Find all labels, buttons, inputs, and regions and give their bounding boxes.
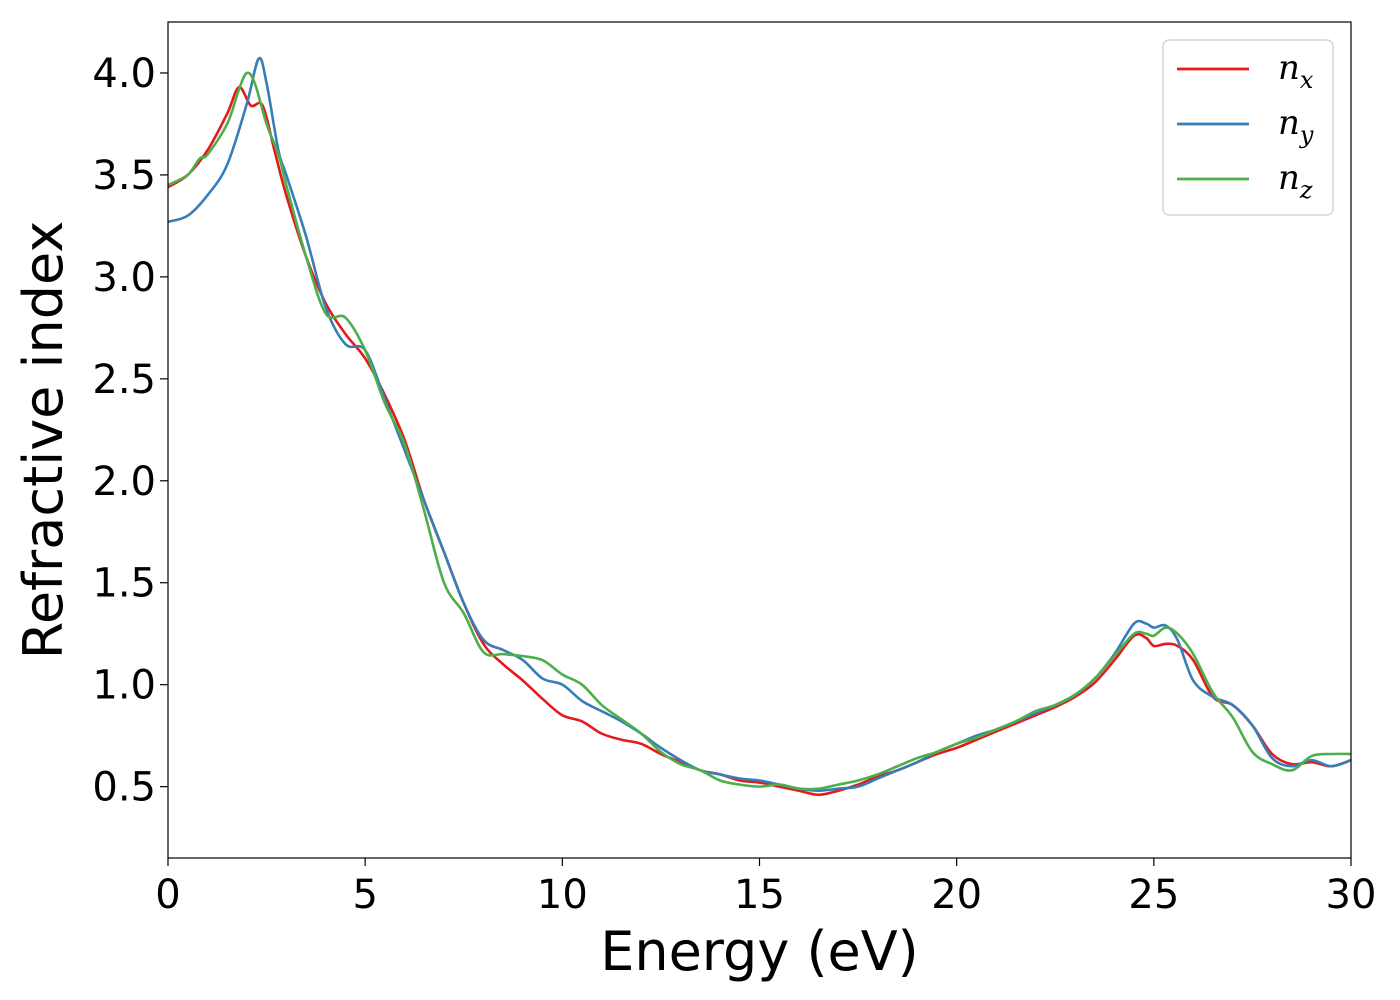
legend-label-nz: nz [1278,158,1313,204]
y-tick-label: 3.0 [92,255,156,301]
legend-box [1162,39,1334,216]
x-axis: 0 5 10 15 20 25 30 [155,858,1376,918]
y-tick-label: 2.5 [92,357,156,403]
y-tick-label: 1.0 [92,663,156,709]
y-tick-label: 2.0 [92,459,156,505]
y-tick-label: 1.5 [92,561,156,607]
y-tick-label: 4.0 [92,51,156,97]
x-tick-label: 0 [155,872,180,918]
y-axis-title: Refractive index [12,221,75,660]
series-line-nx [167,85,1352,797]
y-tick-label: 3.5 [92,153,156,199]
x-tick-label: 20 [931,872,982,918]
series-layer [167,56,1352,797]
legend-label-nx: nx [1278,48,1314,94]
x-tick-label: 15 [734,872,785,918]
x-axis-title: Energy (eV) [600,920,919,983]
x-tick-label: 30 [1326,872,1377,918]
legend-label-ny: ny [1278,103,1314,149]
series-line-ny [167,56,1352,793]
series-line-nz [167,71,1352,791]
x-tick-label: 10 [537,872,588,918]
y-tick-label: 0.5 [92,765,156,811]
x-tick-label: 5 [352,872,377,918]
y-axis: 0.5 1.0 1.5 2.0 2.5 3.0 3.5 4.0 [92,51,168,811]
x-tick-label: 25 [1128,872,1179,918]
legend: nx ny nz [1162,39,1334,216]
